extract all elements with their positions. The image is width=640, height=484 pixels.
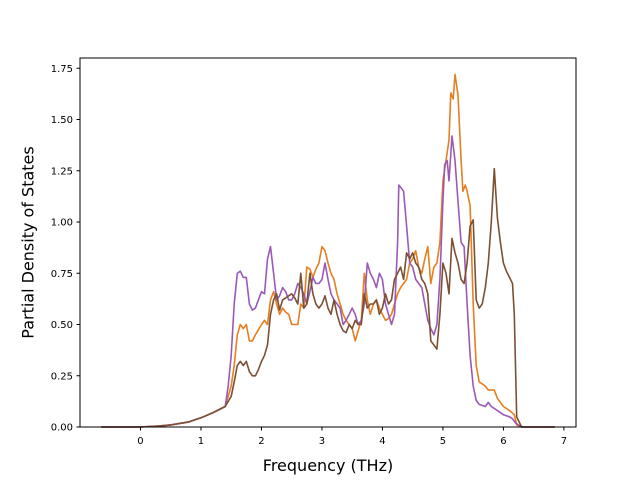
- y-tick-label: 1.25: [51, 166, 73, 177]
- plot-lines: [101, 73, 555, 428]
- x-tick-label: 4: [379, 436, 385, 447]
- y-tick-label: 0.00: [51, 423, 73, 434]
- pdos-series-line-2: [101, 135, 555, 428]
- pdos-series-line-3: [101, 167, 555, 428]
- y-tick-label: 0.50: [51, 320, 73, 331]
- y-tick-label: 1.50: [51, 115, 73, 126]
- x-tick-label: 5: [440, 436, 446, 447]
- y-tick-label: 0.25: [51, 371, 73, 382]
- y-tick-label: 1.00: [51, 218, 73, 229]
- x-axis-label: Frequency (THz): [263, 456, 393, 475]
- y-axis-ticks: 0.00 0.25 0.50 0.75 1.00 1.25 1.50 1.75: [51, 64, 80, 434]
- x-tick-label: 2: [258, 436, 264, 447]
- x-axis-ticks: 0 1 2 3 4 5 6 7: [137, 427, 567, 447]
- x-tick-label: 6: [500, 436, 506, 447]
- pdos-series-line-1: [101, 73, 555, 428]
- axes-frame: [79, 57, 577, 428]
- x-tick-label: 3: [319, 436, 325, 447]
- y-tick-label: 0.75: [51, 269, 73, 280]
- y-tick-label: 1.75: [51, 64, 73, 75]
- y-axis-label: Partial Density of States: [19, 146, 38, 338]
- x-tick-label: 0: [137, 436, 143, 447]
- x-tick-label: 7: [561, 436, 567, 447]
- x-tick-label: 1: [198, 436, 204, 447]
